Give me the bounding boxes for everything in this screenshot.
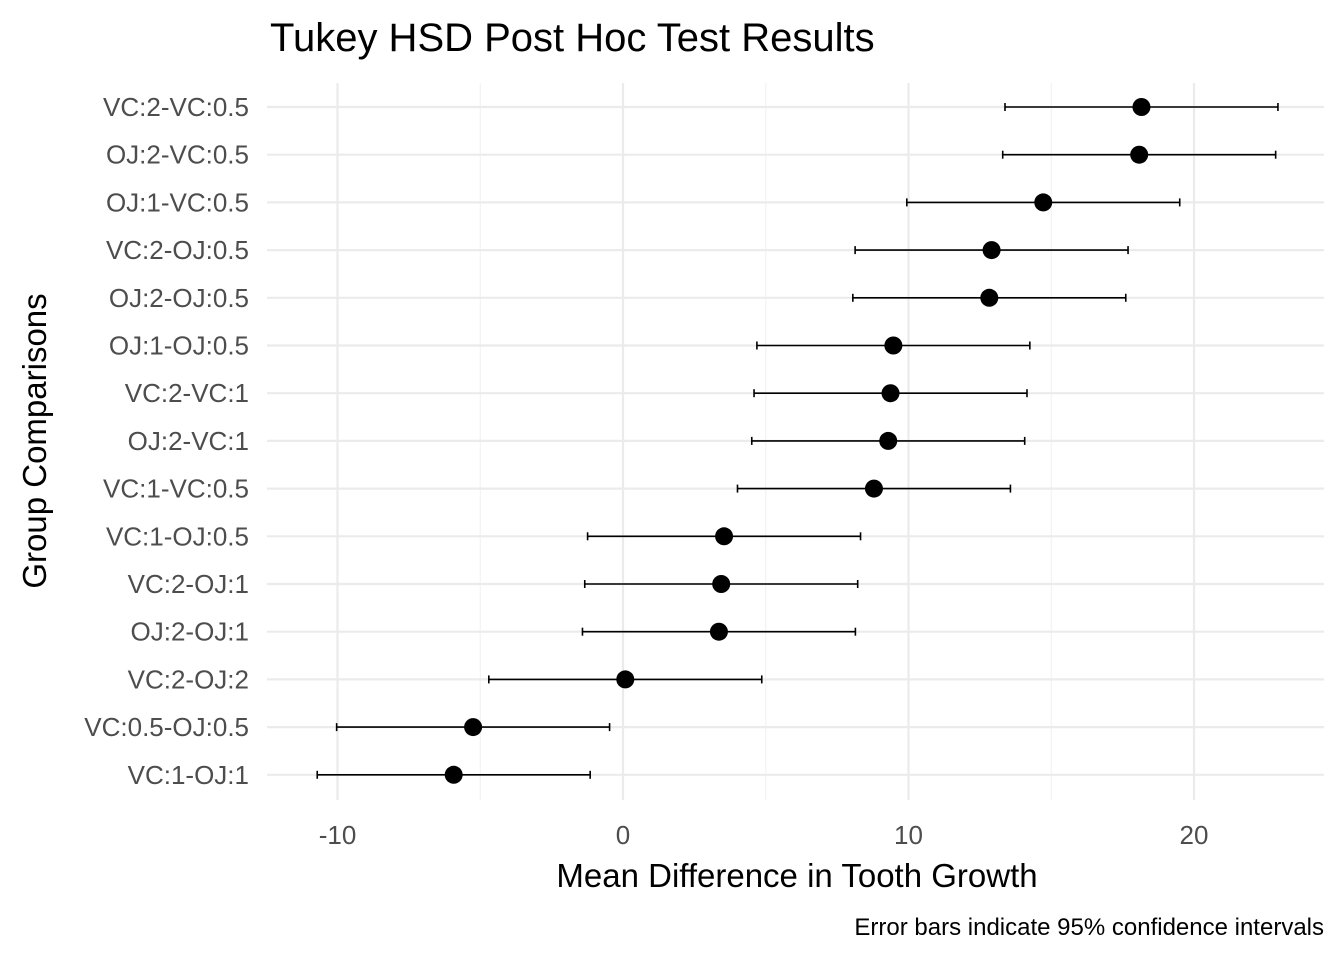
chart-title: Tukey HSD Post Hoc Test Results (270, 16, 875, 60)
x-tick-label: 10 (894, 820, 923, 850)
y-tick-label: VC:1-OJ:1 (128, 760, 249, 790)
y-tick-label: VC:1-VC:0.5 (103, 474, 249, 504)
y-tick-label: VC:1-OJ:0.5 (106, 521, 249, 551)
data-point (464, 718, 483, 737)
y-tick-label: VC:2-OJ:0.5 (106, 235, 249, 265)
data-point (1130, 145, 1149, 164)
chart-marks (316, 98, 1279, 784)
data-point (879, 431, 898, 450)
x-tick-label: 20 (1180, 820, 1209, 850)
data-point (982, 241, 1001, 260)
y-tick-label: VC:0.5-OJ:0.5 (84, 712, 249, 742)
y-tick-label: VC:2-OJ:2 (128, 664, 249, 694)
y-tick-label: OJ:2-OJ:0.5 (109, 283, 249, 313)
data-point (616, 670, 635, 689)
data-point (712, 575, 731, 593)
y-axis-title: Group Comparisons (16, 293, 53, 588)
data-point (1132, 98, 1151, 116)
y-tick-label: OJ:1-OJ:0.5 (109, 331, 249, 361)
y-tick-label: VC:2-VC:0.5 (103, 92, 249, 122)
data-point (715, 527, 734, 546)
y-tick-label: OJ:2-VC:0.5 (106, 140, 249, 170)
data-point (864, 479, 883, 498)
y-tick-labels: VC:2-VC:0.5 OJ:2-VC:0.5 OJ:1-VC:0.5 VC:2-OJ… (84, 92, 249, 790)
x-axis-title: Mean Difference in Tooth Growth (556, 857, 1037, 894)
x-tick-label: 0 (616, 820, 630, 850)
x-tick-labels: -10 0 10 20 (319, 820, 1209, 850)
y-tick-label: VC:2-OJ:1 (128, 569, 249, 599)
y-tick-label: OJ:2-VC:1 (128, 426, 249, 456)
data-point (709, 622, 728, 641)
data-point (881, 384, 900, 403)
y-tick-label: VC:2-VC:1 (125, 378, 249, 408)
x-tick-label: -10 (319, 820, 357, 850)
data-point (1034, 193, 1053, 212)
y-tick-label: OJ:2-OJ:1 (131, 617, 249, 647)
data-point (444, 765, 463, 784)
chart-caption: Error bars indicate 95% confidence inter… (854, 914, 1324, 941)
data-point (884, 336, 903, 355)
data-point (980, 288, 999, 307)
y-tick-label: OJ:1-VC:0.5 (106, 187, 249, 217)
